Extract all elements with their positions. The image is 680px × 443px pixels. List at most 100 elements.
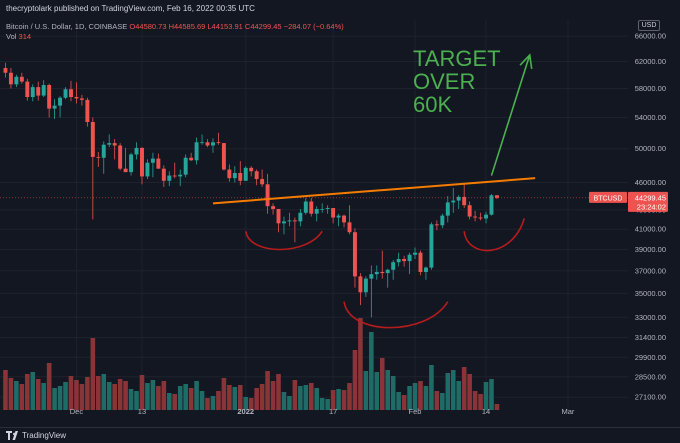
volume-bar (63, 382, 68, 410)
candle-body (58, 97, 63, 106)
volume-bar (276, 374, 281, 410)
volume-bar (347, 383, 352, 410)
volume-bar (177, 386, 183, 410)
candle-body (14, 76, 19, 85)
volume-bar (319, 398, 325, 410)
target-arrowhead (519, 53, 533, 69)
volume-bar (314, 388, 320, 410)
candle-body (8, 72, 13, 85)
candle-body (172, 175, 177, 177)
volume-bar (139, 375, 145, 410)
candle-body (167, 175, 172, 181)
candle-body (90, 122, 95, 157)
price-tag (628, 191, 668, 212)
volume-bar (385, 370, 391, 410)
candle-body (52, 105, 57, 109)
candle-body (303, 201, 308, 213)
tradingview-brand: TradingView (22, 431, 67, 440)
candle-body (374, 271, 379, 275)
candle-body (134, 147, 139, 155)
volume-bar (494, 404, 500, 410)
currency-button[interactable]: USD (638, 20, 660, 31)
time-axis[interactable]: Dec 13 2022 17 Feb 14 Mar (70, 407, 575, 416)
volume-bar (401, 395, 407, 410)
volume-bar (308, 383, 314, 410)
candle-body (260, 179, 265, 185)
volume-legend: Vol 314 (6, 32, 31, 41)
price-tick-label: 54000.00 (635, 113, 666, 122)
volume-bar (330, 390, 336, 410)
volume-bar (52, 388, 57, 410)
volume-bar (379, 358, 385, 410)
ohlc-values: O44580.73 H44585.69 L44153.91 C44299.45 … (129, 22, 344, 31)
candle-body (325, 208, 330, 209)
candle-body (189, 157, 194, 161)
volume-bar (374, 372, 380, 410)
volume-bar (478, 394, 483, 410)
volume-bar (423, 386, 429, 410)
volume-bar (188, 388, 194, 410)
candle-body (385, 269, 390, 274)
time-tick-label: 2022 (237, 407, 254, 416)
candle-body (194, 142, 199, 161)
volume-bar (298, 386, 303, 410)
volume-bar (390, 376, 396, 410)
volume-bar (166, 393, 172, 410)
volume-value: 314 (18, 32, 32, 41)
time-tick-label: Feb (409, 407, 422, 416)
volume-bar (270, 381, 276, 410)
volume-bar (85, 377, 90, 410)
volume-bar (112, 384, 117, 410)
volume-bar (472, 391, 478, 410)
candle-body (478, 217, 483, 219)
price-tick-label: 37000.00 (635, 266, 666, 275)
volume-bar (19, 384, 25, 410)
candle-body (331, 208, 336, 218)
candle-body (41, 85, 46, 96)
volume-bar (336, 389, 341, 410)
candle-body (25, 81, 30, 97)
candle-body (418, 252, 423, 272)
candle-body (156, 158, 161, 169)
volume-bars (3, 318, 500, 410)
candle-body (434, 224, 439, 226)
volume-bar (3, 370, 8, 410)
volume-bar (221, 378, 227, 410)
volume-bar (210, 396, 216, 410)
candle-body (238, 172, 243, 181)
price-axis[interactable]: 66000.00 62000.00 58000.00 54000.00 50000.00… (635, 32, 666, 402)
volume-bar (341, 390, 347, 410)
candle-body (19, 76, 24, 82)
candle-body (402, 258, 407, 262)
candle-body (429, 224, 434, 268)
candle-body (265, 184, 270, 207)
candle-body (112, 143, 117, 146)
candle-body (118, 145, 123, 169)
candle-body (445, 202, 450, 216)
volume-bar (259, 384, 265, 410)
price-tick-label: 46000.00 (635, 178, 666, 187)
tradingview-logo-icon[interactable] (6, 431, 20, 440)
candle-body (451, 200, 456, 203)
symbol-legend: Bitcoin / U.S. Dollar, 1D, COINBASE O445… (6, 22, 344, 41)
volume-bar (156, 386, 161, 410)
candle-body (85, 99, 90, 123)
candle-body (363, 278, 368, 293)
candle-body (271, 206, 276, 209)
volume-bar (101, 374, 107, 410)
volume-bar (134, 391, 139, 410)
candle-body (129, 154, 134, 173)
volume-bar (265, 371, 270, 410)
volume-bar (325, 399, 330, 410)
candle-body (314, 208, 319, 214)
candle-body (369, 274, 374, 279)
drawing-annotations[interactable]: TARGET OVER 60K (212, 46, 536, 329)
candle-body (74, 96, 79, 99)
candle-body (140, 147, 144, 177)
time-tick-label: 14 (482, 407, 490, 416)
candle-body (320, 208, 325, 210)
candle-body (150, 158, 155, 163)
price-tick-label: 33000.00 (635, 313, 666, 322)
volume-bar (461, 367, 467, 410)
